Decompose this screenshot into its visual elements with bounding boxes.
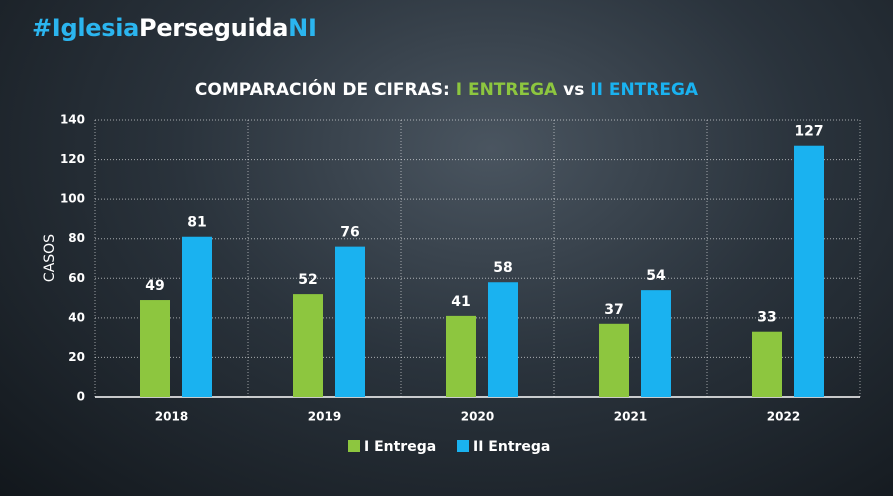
x-tick-label: 2021: [614, 410, 647, 424]
value-label: 37: [604, 302, 623, 318]
value-label: 58: [493, 260, 512, 276]
y-tick-label: 120: [60, 152, 85, 166]
legend-swatch: [457, 440, 469, 452]
y-axis-label: CASOS: [42, 234, 58, 282]
bar: [335, 246, 365, 397]
y-tick-label: 20: [68, 350, 85, 364]
value-label: 127: [794, 124, 823, 140]
value-label: 52: [298, 272, 317, 288]
x-tick-label: 2020: [461, 410, 494, 424]
x-tick-label: 2018: [155, 410, 188, 424]
value-label: 41: [451, 294, 470, 310]
chart-title: COMPARACIÓN DE CIFRAS: I ENTREGA vs II E…: [0, 80, 893, 100]
value-label: 76: [340, 225, 359, 241]
x-tick-label: 2019: [308, 410, 341, 424]
bar: [293, 294, 323, 397]
value-label: 54: [646, 268, 666, 284]
title-part: II ENTREGA: [590, 80, 699, 100]
bar: [446, 315, 476, 397]
bar: [488, 282, 518, 397]
title-part: I ENTREGA: [455, 80, 558, 100]
hashtag-part: NI: [288, 14, 317, 42]
y-tick-label: 80: [68, 231, 85, 245]
legend-label: I Entrega: [364, 439, 436, 455]
y-tick-label: 60: [68, 271, 85, 285]
bar: [641, 290, 671, 397]
legend-label: II Entrega: [473, 439, 550, 455]
bar: [140, 300, 170, 397]
hashtag: #IglesiaPerseguidaNI: [32, 14, 317, 42]
x-tick-label: 2022: [767, 410, 800, 424]
bar: [752, 331, 782, 397]
bar: [182, 236, 212, 397]
title-part: vs: [563, 80, 585, 100]
hashtag-part: Perseguida: [139, 14, 289, 42]
value-label: 49: [145, 278, 164, 294]
legend-swatch: [348, 440, 360, 452]
hashtag-part: #Iglesia: [32, 14, 140, 42]
y-tick-label: 40: [68, 310, 85, 324]
title-part: COMPARACIÓN DE CIFRAS:: [194, 80, 450, 100]
y-tick-label: 140: [60, 113, 85, 127]
bar: [794, 145, 824, 397]
bar: [599, 323, 629, 397]
y-tick-label: 0: [77, 390, 85, 404]
value-label: 33: [757, 310, 776, 326]
y-tick-label: 100: [60, 192, 85, 206]
value-label: 81: [187, 215, 206, 231]
